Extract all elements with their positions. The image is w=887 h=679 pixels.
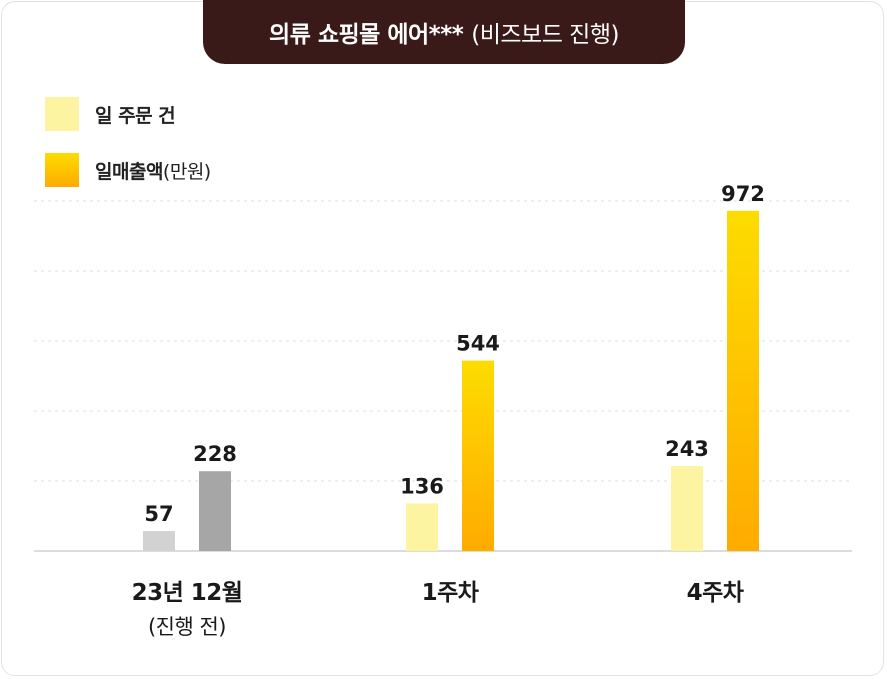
orders-value-label-1: 57 [144,502,173,526]
x-tick-label-2: 1주차 [422,573,479,607]
x-tick-sublabel: (진행 전) [132,611,243,641]
sales-bar-1 [199,471,231,551]
sales-bar-2 [462,361,494,551]
orders-bar-2 [406,503,438,551]
sales-value-label-2: 544 [456,332,500,356]
orders-value-label-2: 136 [400,474,444,498]
x-tick-label-main: 23년 12월 [132,580,243,606]
x-tick-label-main: 1주차 [422,580,479,606]
sales-value-label-1: 228 [193,442,237,466]
x-tick-label-1: 23년 12월 (진행 전) [132,573,243,641]
x-tick-label-main: 4주차 [687,580,744,606]
sales-value-label-3: 972 [721,182,765,206]
orders-value-label-3: 243 [665,437,709,461]
sales-bar-3 [727,211,759,551]
orders-bar-1 [143,531,175,551]
x-tick-label-3: 4주차 [687,573,744,607]
orders-bar-3 [671,466,703,551]
